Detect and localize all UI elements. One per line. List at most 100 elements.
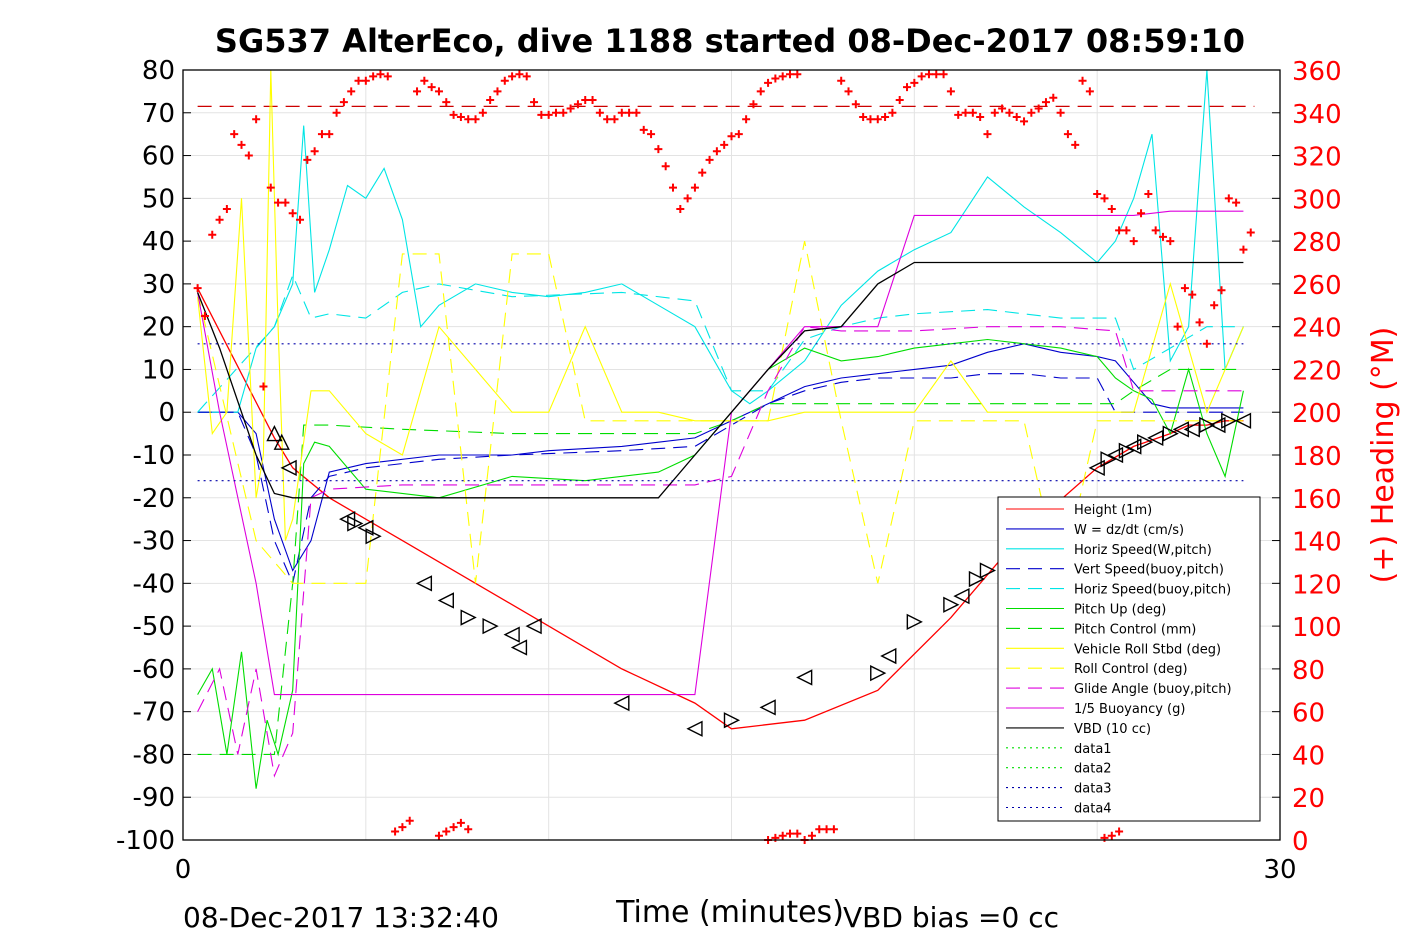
heading-point	[851, 100, 860, 109]
legend-label-roll: Vehicle Roll Stbd (deg)	[1074, 642, 1221, 657]
depth-marker	[273, 433, 290, 450]
tick-label-y: -90	[133, 783, 175, 813]
heading-point	[1078, 76, 1087, 85]
heading-point	[1100, 194, 1109, 203]
depth-marker	[943, 596, 960, 613]
heading-point	[764, 78, 773, 87]
depth-marker	[415, 575, 433, 592]
tick-label-y: -10	[133, 441, 175, 471]
depth-marker	[503, 626, 520, 643]
heading-point	[983, 130, 992, 139]
heading-point	[968, 108, 977, 117]
tick-label-y: -50	[133, 612, 175, 642]
heading-point	[310, 147, 319, 156]
depth-marker	[1137, 434, 1154, 451]
heading-point	[530, 98, 539, 107]
heading-point	[215, 215, 224, 224]
legend-label-roll_ctrl: Roll Control (deg)	[1074, 662, 1188, 677]
heading-point	[1151, 226, 1160, 235]
heading-point	[420, 76, 429, 85]
heading-point	[478, 108, 487, 117]
tick-label-x: 0	[175, 855, 192, 885]
heading-point	[1122, 226, 1131, 235]
tick-label-y-right: 260	[1292, 271, 1342, 301]
heading-point	[508, 72, 517, 81]
heading-point	[793, 70, 802, 79]
depth-marker	[1162, 425, 1179, 442]
heading-point	[259, 382, 268, 391]
tick-label-y-right: 80	[1292, 656, 1325, 686]
footer-vbd-bias: VBD bias =0 cc	[843, 901, 1059, 934]
depth-marker	[482, 617, 499, 635]
heading-markers	[193, 70, 1255, 844]
heading-point	[771, 833, 780, 842]
heading-point	[1115, 827, 1124, 836]
heading-point	[690, 183, 699, 192]
heading-point	[222, 205, 231, 214]
tick-label-y-right: 220	[1292, 356, 1342, 386]
heading-point	[895, 95, 904, 104]
heading-point	[749, 100, 758, 109]
heading-point	[274, 198, 283, 207]
heading-point	[537, 110, 546, 119]
depth-marker	[1209, 416, 1226, 434]
heading-point	[427, 83, 436, 92]
heading-point	[405, 816, 414, 825]
heading-point	[932, 70, 941, 79]
heading-point	[347, 87, 356, 96]
heading-point	[493, 87, 502, 96]
heading-point	[1137, 209, 1146, 218]
series-group	[196, 69, 1244, 789]
heading-point	[698, 168, 707, 177]
tick-label-y: -70	[133, 698, 175, 728]
tick-label-y: 60	[142, 142, 175, 172]
tick-label-y-right: 180	[1292, 442, 1342, 472]
heading-point	[1020, 117, 1029, 126]
heading-point	[954, 110, 963, 119]
tick-label-x: 30	[1263, 855, 1296, 885]
tick-label-y-right: 300	[1292, 185, 1342, 215]
heading-point	[639, 125, 648, 134]
heading-point	[873, 115, 882, 124]
heading-point	[632, 108, 641, 117]
heading-point	[339, 98, 348, 107]
tick-label-y: 10	[142, 355, 175, 385]
depth-marker	[686, 720, 703, 737]
heading-point	[325, 130, 334, 139]
depth-marker	[347, 515, 364, 532]
heading-point	[786, 829, 795, 838]
heading-point	[647, 130, 656, 139]
heading-point	[413, 87, 422, 96]
heading-point	[829, 825, 838, 834]
tick-label-y: -100	[116, 826, 175, 856]
depth-marker	[968, 570, 986, 588]
series-buoyancy	[197, 210, 1244, 696]
heading-point	[990, 108, 999, 117]
heading-point	[742, 115, 751, 124]
heading-point	[1005, 108, 1014, 117]
heading-point	[1027, 108, 1036, 117]
heading-point	[1034, 104, 1043, 113]
legend-label-data4: data4	[1074, 802, 1112, 817]
heading-point	[837, 76, 846, 85]
x-axis-label: Time (minutes)	[615, 895, 844, 930]
heading-point	[998, 104, 1007, 113]
heading-point	[486, 95, 495, 104]
tick-label-y-right: 0	[1292, 827, 1309, 857]
legend-label-hspeed: Horiz Speed(W,pitch)	[1074, 543, 1212, 558]
tick-label-y: -60	[133, 655, 175, 685]
heading-point	[515, 70, 524, 79]
depth-marker	[880, 647, 897, 665]
heading-point	[383, 72, 392, 81]
heading-point	[442, 98, 451, 107]
heading-point	[354, 76, 363, 85]
heading-point	[303, 155, 312, 164]
depth-marker	[510, 639, 528, 656]
depth-marker	[266, 425, 283, 442]
tick-label-y-right: 320	[1292, 143, 1342, 173]
heading-point	[551, 108, 560, 117]
heading-point	[464, 115, 473, 124]
heading-point	[756, 87, 765, 96]
series-hspeed	[197, 69, 1244, 413]
